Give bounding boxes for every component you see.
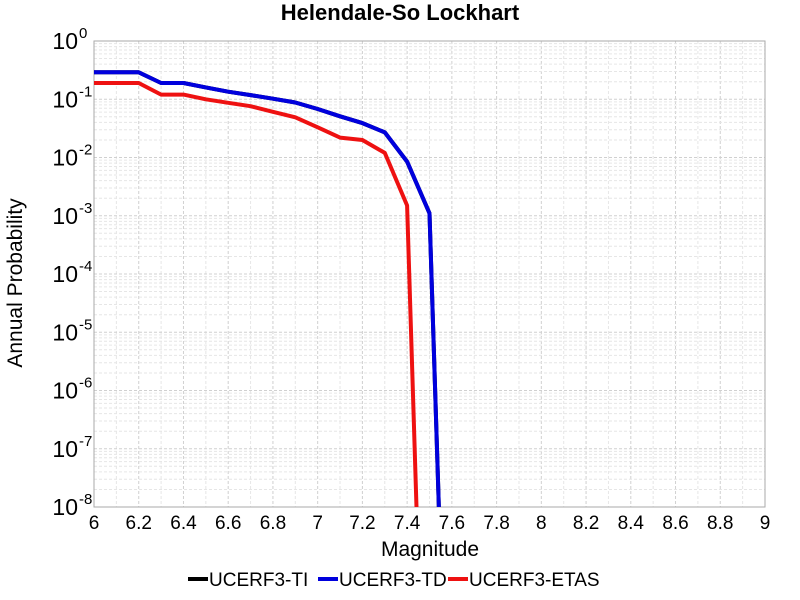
chart-title: Helendale-So Lockhart [281, 0, 520, 25]
y-tick-exponent: 0 [79, 25, 87, 42]
y-axis-label: Annual Probability [4, 198, 27, 368]
y-tick-exponent: -4 [79, 258, 92, 275]
grid [93, 41, 766, 508]
y-tick-base: 10 [52, 378, 78, 404]
x-tick-label: 8.8 [707, 513, 733, 534]
legend-item: UCERF3-TI [188, 570, 308, 591]
legend-item: UCERF3-ETAS [448, 570, 600, 591]
legend-label: UCERF3-ETAS [469, 570, 600, 591]
series-line-ucerf3-td [94, 70, 441, 507]
y-tick-label: 10 -4 [52, 258, 92, 287]
x-tick-label: 7.6 [439, 513, 465, 534]
y-tick-base: 10 [52, 261, 78, 287]
x-tick-label: 7.2 [349, 513, 375, 534]
x-tick-label: 6.8 [260, 513, 286, 534]
y-tick-exponent: -5 [79, 316, 92, 333]
x-tick-label: 6.2 [126, 513, 152, 534]
x-tick-label: 7 [312, 513, 323, 534]
series-line-ucerf3-etas [94, 81, 419, 507]
x-tick-label: 8 [536, 513, 547, 534]
y-tick-label: 10 -2 [52, 142, 92, 171]
y-tick-exponent: -3 [79, 200, 92, 217]
x-tick-label: 8.2 [573, 513, 599, 534]
y-tick-label: 10 -8 [52, 491, 92, 520]
x-tick-label: 8.4 [618, 513, 645, 534]
plot-area [93, 40, 766, 508]
y-tick-label: 10 -3 [52, 200, 92, 229]
legend-label: UCERF3-TI [209, 570, 308, 591]
x-tick-label: 6.4 [170, 513, 197, 534]
x-axis-ticks: 6 6.2 6.4 6.6 6.8 7 7.2 7.4 7.6 7.8 8 8.2 8.4 8.6 8.8 9 [89, 513, 771, 534]
x-tick-label: 6.6 [215, 513, 241, 534]
y-tick-exponent: -1 [79, 83, 92, 100]
y-tick-base: 10 [52, 319, 78, 345]
x-tick-label: 6 [89, 513, 100, 534]
series-line-ucerf3-ti [94, 70, 441, 507]
y-tick-label: 10 -7 [52, 433, 92, 462]
x-tick-label: 9 [760, 513, 771, 534]
y-tick-base: 10 [52, 203, 78, 229]
y-tick-exponent: -2 [79, 142, 92, 159]
x-tick-label: 7.4 [394, 513, 421, 534]
y-tick-label: 10 -5 [52, 316, 92, 345]
legend-label: UCERF3-TD [339, 570, 447, 591]
x-axis-label: Magnitude [381, 538, 479, 561]
y-tick-base: 10 [52, 436, 78, 462]
y-tick-base: 10 [52, 145, 78, 171]
x-tick-label: 7.8 [483, 513, 509, 534]
y-tick-exponent: -8 [79, 491, 92, 508]
y-tick-label: 10 -6 [52, 375, 92, 404]
y-tick-label: 10 -1 [52, 83, 92, 112]
y-tick-base: 10 [52, 494, 78, 520]
legend-item: UCERF3-TD [318, 570, 447, 591]
y-tick-exponent: -7 [79, 433, 92, 450]
legend: UCERF3-TI UCERF3-TD UCERF3-ETAS [188, 570, 600, 591]
y-tick-label: 10 0 [52, 25, 87, 54]
y-tick-base: 10 [52, 28, 78, 54]
y-tick-exponent: -6 [79, 375, 92, 392]
x-tick-label: 8.6 [662, 513, 688, 534]
y-tick-base: 10 [52, 86, 78, 112]
series-layer [94, 70, 441, 507]
